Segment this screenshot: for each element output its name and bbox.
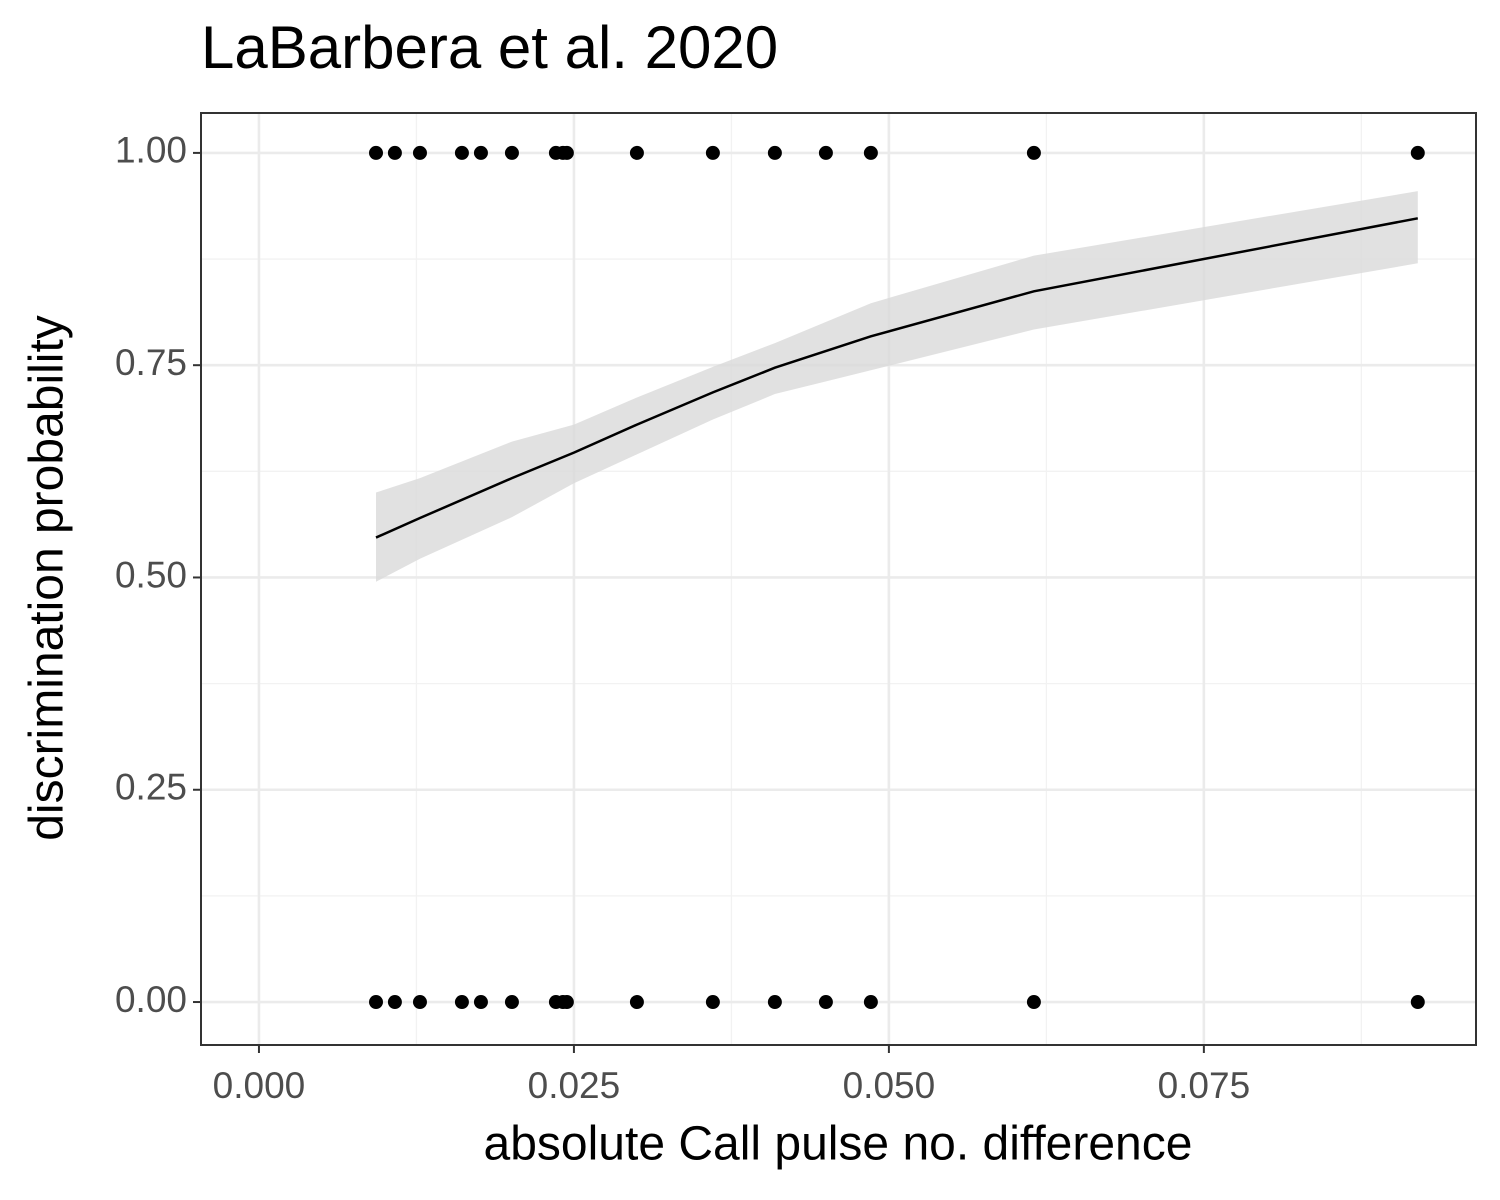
data-point — [629, 145, 644, 160]
x-tick-label: 0.075 — [1158, 1065, 1251, 1106]
data-point — [1026, 145, 1041, 160]
data-point — [818, 145, 833, 160]
data-point — [705, 145, 720, 160]
data-point — [473, 145, 488, 160]
data-point — [412, 995, 427, 1010]
x-tick-label: 0.000 — [213, 1065, 306, 1106]
y-tick-label: 0.00 — [115, 979, 187, 1020]
data-point — [387, 995, 402, 1010]
data-point — [454, 995, 469, 1010]
y-tick-label: 0.25 — [115, 767, 187, 808]
data-point — [705, 995, 720, 1010]
data-point — [1410, 995, 1425, 1010]
data-point — [454, 145, 469, 160]
chart-title: LaBarbera et al. 2020 — [201, 14, 778, 81]
data-point — [1026, 995, 1041, 1010]
data-point — [767, 145, 782, 160]
data-point — [368, 995, 383, 1010]
y-axis-title: discrimination probability — [21, 315, 74, 841]
confidence-band — [375, 191, 1418, 582]
data-point — [368, 145, 383, 160]
panel-border — [200, 112, 1477, 1046]
x-tick-label: 0.050 — [843, 1065, 936, 1106]
fit-line — [375, 217, 1419, 539]
data-point — [767, 995, 782, 1010]
data-point — [387, 145, 402, 160]
data-point — [863, 145, 878, 160]
data-point — [1410, 145, 1425, 160]
data-point — [863, 995, 878, 1010]
data-point — [504, 995, 519, 1010]
y-tick-label: 0.75 — [115, 342, 187, 383]
data-point — [473, 995, 488, 1010]
data-point — [412, 145, 427, 160]
data-point — [504, 145, 519, 160]
data-point — [629, 995, 644, 1010]
data-point — [559, 145, 574, 160]
y-tick-label: 0.50 — [115, 554, 187, 595]
x-axis-title: absolute Call pulse no. difference — [484, 1118, 1193, 1171]
x-tick-label: 0.025 — [528, 1065, 621, 1106]
data-point — [559, 995, 574, 1010]
data-point — [818, 995, 833, 1010]
y-tick-label: 1.00 — [115, 130, 187, 171]
